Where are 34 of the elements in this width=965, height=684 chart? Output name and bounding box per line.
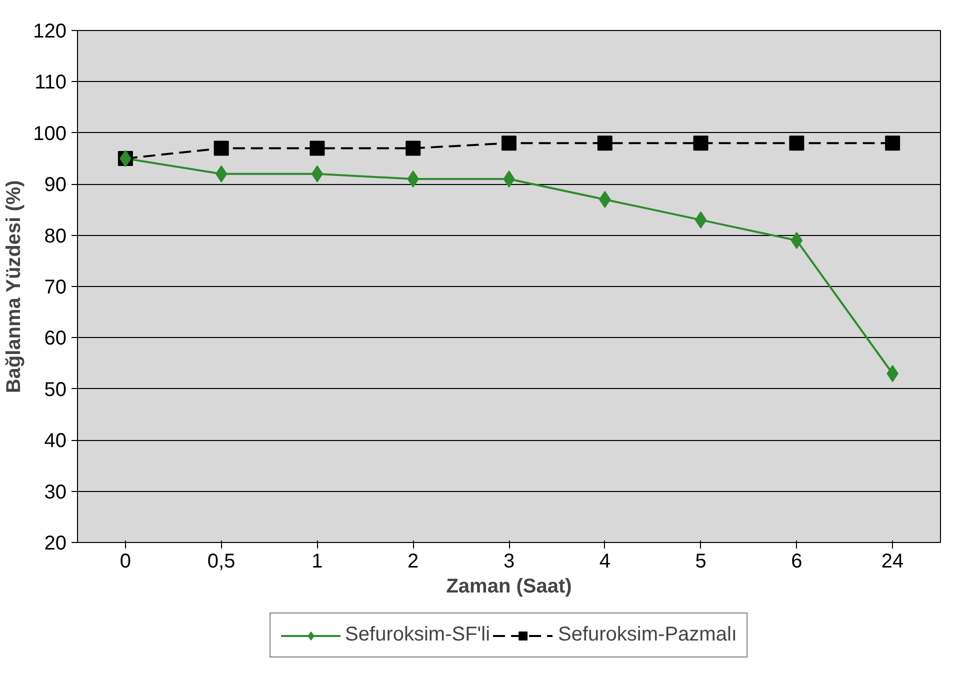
point <box>693 136 708 151</box>
x-tick-label: 1 <box>312 550 323 572</box>
y-tick-label: 20 <box>44 532 67 554</box>
y-tick-label: 80 <box>44 225 67 248</box>
point <box>789 136 804 151</box>
x-tick-label: 2 <box>408 550 419 572</box>
x-tick-label: 0,5 <box>207 550 236 572</box>
y-axis-title: Bağlanma Yüzdesi (%) <box>3 180 26 394</box>
legend-label: Sefuroksim-Pazmalı <box>558 624 737 646</box>
point <box>885 136 900 151</box>
x-tick-label: 24 <box>881 550 904 572</box>
y-tick-label: 60 <box>44 328 67 350</box>
x-tick-label: 5 <box>695 550 706 572</box>
y-tick-label: 50 <box>44 378 67 401</box>
x-tick-label: 6 <box>791 550 802 572</box>
y-tick-label: 90 <box>44 174 67 196</box>
x-tick-label: 0 <box>120 550 132 572</box>
x-axis-title: Zaman (Saat) <box>446 576 572 598</box>
point <box>502 136 516 151</box>
x-tick-label: 4 <box>599 550 610 572</box>
legend-label: Sefuroksim-SF'li <box>345 624 490 646</box>
point <box>406 140 421 156</box>
y-tick-label: 110 <box>34 72 67 94</box>
point <box>311 165 324 182</box>
point <box>310 140 325 156</box>
point <box>694 211 707 228</box>
point <box>214 140 229 156</box>
y-tick-label: 40 <box>44 430 67 452</box>
y-tick-label: 70 <box>44 276 67 298</box>
x-tick-label: 3 <box>503 550 515 572</box>
y-tick-label: 100 <box>33 122 67 145</box>
point <box>597 136 612 151</box>
y-tick-label: 120 <box>33 20 67 42</box>
y-tick-label: 30 <box>44 481 67 504</box>
